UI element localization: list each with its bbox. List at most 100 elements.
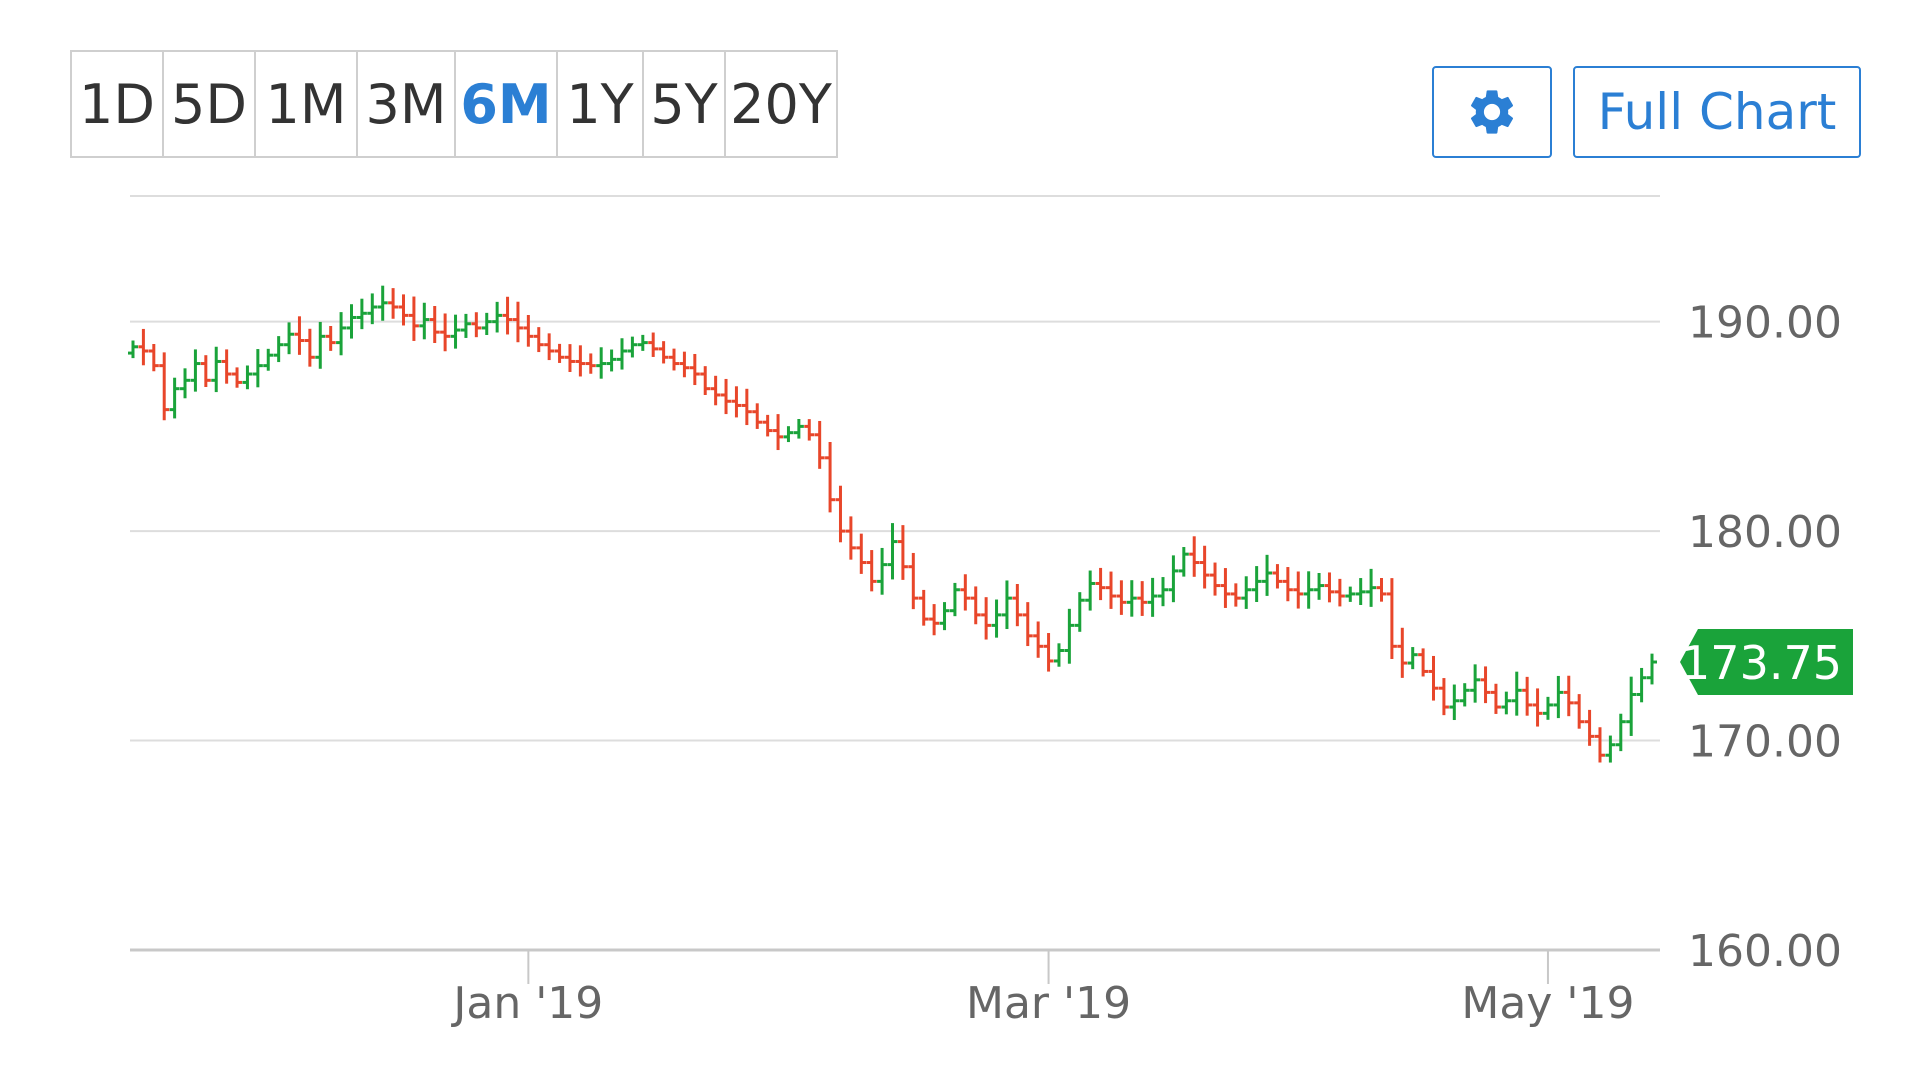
ohlc-bar [1334, 578, 1345, 607]
ohlc-bar [356, 298, 367, 330]
ohlc-bar [564, 344, 575, 372]
ohlc-bar [1501, 691, 1512, 715]
ohlc-bar [825, 441, 836, 513]
ohlc-bar [1355, 578, 1366, 605]
range-button-5y[interactable]: 5Y [644, 52, 726, 156]
y-tick-label: 160.00 [1688, 926, 1842, 977]
ohlc-bar [1074, 592, 1085, 632]
ohlc-bar [606, 349, 617, 372]
ohlc-bar [1314, 572, 1325, 600]
y-tick-label: 170.00 [1688, 717, 1842, 768]
x-tick-label: May '19 [1461, 978, 1634, 1029]
ohlc-bar [460, 313, 471, 338]
ohlc-bar [1542, 696, 1553, 720]
ohlc-bar [471, 312, 482, 338]
ohlc-bar [679, 351, 690, 378]
ohlc-bar [200, 355, 211, 388]
ohlc-bar [1553, 675, 1564, 719]
ohlc-bar [939, 602, 950, 631]
ohlc-bar [1345, 586, 1356, 602]
ohlc-bar [1230, 583, 1241, 607]
range-button-6m[interactable]: 6M [456, 52, 558, 156]
ohlc-bar [554, 343, 565, 363]
gear-icon [1470, 90, 1514, 134]
ohlc-bar [669, 348, 680, 371]
ohlc-bar [1636, 667, 1647, 703]
x-tick-label: Mar '19 [966, 978, 1131, 1029]
ohlc-bar [887, 523, 898, 580]
ohlc-bar [1064, 608, 1075, 664]
range-button-20y[interactable]: 20Y [726, 52, 836, 156]
ohlc-bar [1584, 709, 1595, 746]
ohlc-bar [273, 336, 284, 363]
range-button-1y[interactable]: 1Y [558, 52, 644, 156]
ohlc-bar [1511, 671, 1522, 716]
range-button-3m[interactable]: 3M [358, 52, 456, 156]
ohlc-bar [388, 288, 399, 319]
ohlc-bar [616, 338, 627, 370]
ohlc-bar [960, 574, 971, 611]
ohlc-bar [544, 333, 555, 361]
ohlc-bar [814, 420, 825, 469]
ohlc-bar [1033, 621, 1044, 658]
ohlc-bar [148, 343, 159, 372]
ohlc-bar [1574, 694, 1585, 729]
ohlc-bar [949, 582, 960, 617]
ohlc-bar [762, 414, 773, 437]
ohlc-bar [419, 302, 430, 340]
ohlc-bar [710, 375, 721, 406]
ohlc-bar [1438, 678, 1449, 716]
ohlc-bar [908, 552, 919, 610]
ohlc-bar [793, 418, 804, 439]
ohlc-bar [689, 353, 700, 386]
ohlc-bar [1022, 602, 1033, 647]
ohlc-bar [492, 301, 503, 333]
ohlc-bar [575, 345, 586, 377]
ohlc-bar [512, 301, 523, 343]
ohlc-bar [585, 353, 596, 374]
ohlc-bar [1158, 577, 1169, 607]
ohlc-bar [502, 296, 513, 335]
ohlc-bar [481, 312, 492, 335]
ohlc-bar [1220, 568, 1231, 608]
ohlc-bar [1210, 562, 1221, 596]
ohlc-bar [211, 346, 222, 393]
range-button-1d[interactable]: 1D [72, 52, 164, 156]
ohlc-bar [970, 586, 981, 625]
ohlc-bar [877, 547, 888, 595]
ohlc-bar [1199, 545, 1210, 589]
ohlc-bar [325, 325, 336, 351]
ohlc-bar [1053, 643, 1064, 667]
ohlc-bar [752, 403, 763, 429]
ohlc-bar [627, 336, 638, 358]
range-button-5d[interactable]: 5D [164, 52, 256, 156]
ohlc-bar [741, 388, 752, 426]
ohlc-bar [700, 366, 711, 395]
ohlc-bar [804, 419, 815, 441]
ohlc-bar [1251, 566, 1262, 602]
full-chart-button[interactable]: Full Chart [1573, 66, 1861, 158]
ohlc-bar [1428, 655, 1439, 701]
ohlc-bar [180, 368, 191, 399]
ohlc-bar [981, 597, 992, 640]
ohlc-bar [1168, 555, 1179, 603]
grid-lines [130, 195, 1660, 952]
ohlc-bar [263, 348, 274, 371]
ohlc-bar [398, 294, 409, 326]
ohlc-bar [429, 306, 440, 343]
ohlc-bar [190, 349, 201, 392]
x-axis: Jan '19 Mar '19 May '19 [450, 950, 1634, 1029]
ohlc-bar [1001, 580, 1012, 630]
range-button-1m[interactable]: 1M [256, 52, 358, 156]
ohlc-bar [408, 296, 419, 341]
ohlc-bar [1095, 567, 1106, 601]
ohlc-bar [845, 516, 856, 560]
ohlc-bar [1178, 547, 1189, 577]
ohlc-bar [315, 321, 326, 369]
ohlc-bar [1105, 571, 1116, 609]
ohlc-bar [1147, 577, 1158, 617]
ohlc-bar [1293, 571, 1304, 609]
x-tick-label: Jan '19 [450, 978, 603, 1029]
ohlc-bar [866, 550, 877, 592]
settings-button[interactable] [1432, 66, 1552, 158]
